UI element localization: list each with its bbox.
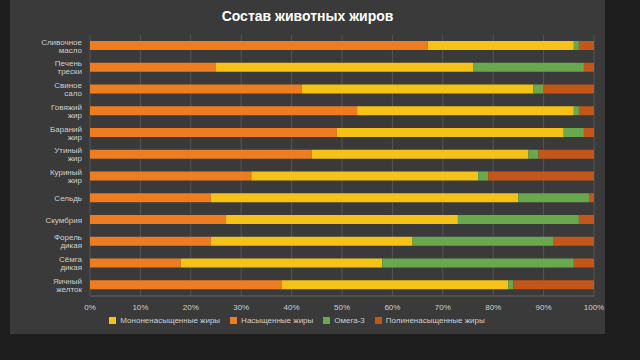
svg-text:Печеньтрески: Печеньтрески	[55, 59, 82, 76]
svg-text:10%: 10%	[132, 303, 148, 312]
svg-text:Скумбрия: Скумбрия	[45, 216, 82, 225]
svg-text:20%: 20%	[183, 303, 199, 312]
svg-text:30%: 30%	[233, 303, 249, 312]
svg-text:70%: 70%	[435, 303, 451, 312]
svg-text:60%: 60%	[384, 303, 400, 312]
svg-text:Яичныйжелток: Яичныйжелток	[53, 277, 83, 294]
svg-text:80%: 80%	[485, 303, 501, 312]
svg-text:Сельдь: Сельдь	[54, 194, 82, 203]
svg-text:90%: 90%	[536, 303, 552, 312]
html-text:Состав животных жиров: Состав животных жиров	[221, 8, 394, 24]
svg-text:0%: 0%	[84, 303, 96, 312]
svg-text:40%: 40%	[284, 303, 300, 312]
html-text:Насыщенные жиры: Насыщенные жиры	[241, 316, 314, 325]
html-text:Полиненасыщенные жиры: Полиненасыщенные жиры	[385, 316, 485, 325]
svg-text:Баранийжир: Баранийжир	[50, 125, 82, 142]
html-text:Мононенасыщенные жиры: Мононенасыщенные жиры	[120, 316, 221, 325]
svg-text:Свиноесало: Свиноесало	[54, 81, 82, 98]
svg-text:50%: 50%	[334, 303, 350, 312]
svg-text:Утиныйжир: Утиныйжир	[54, 146, 82, 163]
svg-text:Сёмгадикая: Сёмгадикая	[59, 255, 82, 272]
svg-text:100%: 100%	[584, 303, 604, 312]
svg-text:Форельдикая: Форельдикая	[54, 233, 82, 250]
svg-text:Говяжийжир: Говяжийжир	[51, 103, 83, 120]
html-text:Омега-3: Омега-3	[334, 316, 365, 325]
svg-text:Куриныйжир: Куриныйжир	[50, 168, 83, 185]
svg-text:Сливочноемасло: Сливочноемасло	[41, 38, 82, 55]
